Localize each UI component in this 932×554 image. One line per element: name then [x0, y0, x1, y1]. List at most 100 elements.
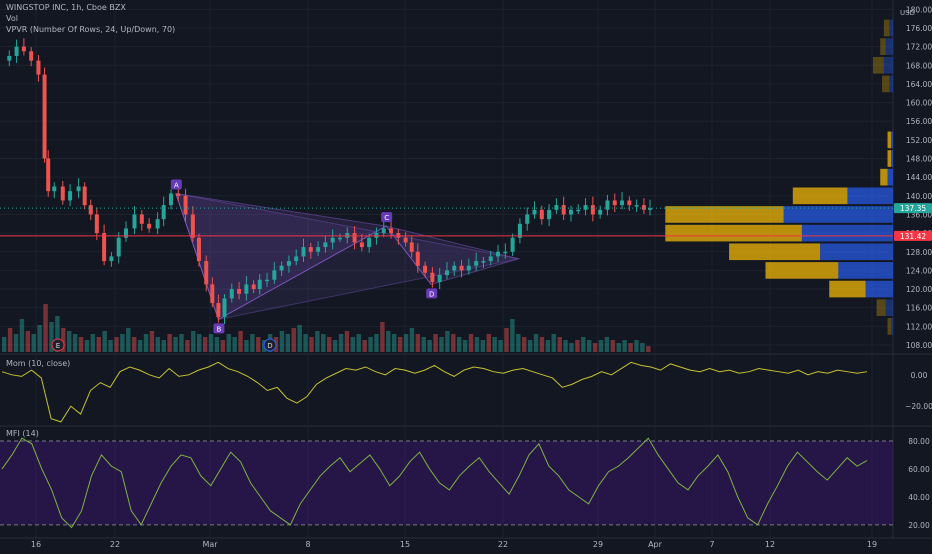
vpvr-row-down	[876, 299, 886, 317]
vpvr-row-down	[665, 206, 784, 223]
candle-body	[94, 214, 99, 234]
candle-body	[466, 265, 471, 271]
legend-vpvr: VPVR (Number Of Rows, 24, Up/Down, 70)	[6, 25, 175, 34]
volume-bar	[297, 325, 302, 352]
volume-bar	[575, 340, 580, 352]
candle-body	[14, 46, 19, 56]
candle-body	[403, 237, 408, 243]
volume-bar	[197, 334, 202, 352]
vpvr-row-down	[792, 187, 848, 205]
candle-body	[204, 261, 209, 285]
candle-body	[423, 265, 428, 273]
candle-body	[612, 200, 617, 206]
volume-bar	[587, 340, 592, 352]
candle-body	[257, 279, 262, 290]
volume-bar	[13, 334, 19, 352]
volume-bar	[126, 328, 131, 352]
pattern-label: D	[429, 290, 434, 298]
candle-body	[155, 219, 160, 229]
candle-body	[409, 242, 414, 252]
volume-label: Vol	[6, 14, 18, 23]
event-marker	[51, 338, 65, 352]
vpvr-row-up	[801, 224, 893, 242]
volume-bar	[374, 334, 379, 352]
candle-body	[547, 209, 552, 220]
volume-bar	[78, 337, 84, 352]
volume-bar	[610, 340, 616, 352]
vpvr-row-up	[865, 280, 893, 298]
candle-body	[88, 205, 93, 215]
candle-body	[444, 270, 449, 276]
volume-bar	[386, 331, 391, 352]
candle-body	[251, 284, 256, 290]
candle-body	[222, 298, 227, 318]
volume-bar	[510, 319, 515, 352]
event-marker-label: D	[267, 342, 272, 350]
volume-bar	[67, 331, 72, 352]
candle-body	[229, 289, 234, 299]
candle-body	[116, 237, 121, 257]
volume-bar	[315, 331, 320, 352]
candle-body	[46, 158, 51, 192]
time-axis-tick: 15	[400, 540, 410, 549]
mfi-line	[1, 437, 868, 529]
candle-body	[415, 251, 420, 266]
candle-body	[496, 251, 501, 257]
candle-body	[430, 272, 435, 283]
volume-bar	[303, 334, 308, 352]
candle-body	[279, 265, 284, 271]
legend-volume: Vol	[6, 14, 18, 23]
volume-bar	[84, 340, 90, 352]
volume-bar	[457, 337, 462, 352]
candle-body	[561, 205, 566, 215]
candle-body	[337, 237, 342, 240]
candle-body	[176, 193, 181, 196]
event-marker-label: E	[56, 342, 60, 350]
volume-bar	[7, 328, 13, 352]
vpvr-row-up	[820, 243, 893, 261]
price-axis-tick: 108.00	[906, 341, 932, 350]
candle-body	[627, 200, 632, 206]
time-axis-tick: 22	[110, 540, 120, 549]
candle-body	[389, 228, 394, 234]
volume-bar	[155, 337, 161, 352]
vpvr-row-up	[783, 206, 893, 223]
candle-body	[60, 186, 65, 201]
momentum-axis-tick: −20.00	[905, 402, 932, 411]
volume-bar	[185, 340, 190, 352]
candle-body	[161, 205, 166, 220]
candle-body	[352, 233, 357, 243]
legend-mom: Mom (10, close)	[6, 359, 70, 368]
price-axis-tick: 152.00	[906, 136, 932, 145]
vpvr-row-down	[829, 280, 866, 298]
pattern-label: A	[174, 181, 179, 189]
candle-body	[76, 186, 81, 192]
symbol-title: WINGSTOP INC, 1h, Cboe BZX	[6, 3, 126, 12]
vpvr-row-up	[847, 187, 893, 205]
momentum-axis-tick: 0.00	[911, 371, 928, 380]
volume-bar	[480, 340, 486, 352]
currency-label: USD	[900, 9, 915, 17]
volume-bar	[616, 343, 621, 352]
candle-body	[452, 265, 457, 271]
vpvr-row-down	[887, 131, 892, 149]
volume-bar	[25, 331, 31, 352]
price-axis-tick: 136.00	[906, 210, 932, 219]
volume-bar	[527, 340, 533, 352]
volume-bar	[114, 337, 119, 352]
candle-body	[147, 223, 152, 229]
volume-bar	[421, 337, 426, 352]
candle-body	[52, 186, 57, 192]
vpvr-row-down	[883, 19, 890, 37]
volume-bar	[492, 337, 497, 352]
volume-bar	[191, 331, 196, 352]
volume-bar	[415, 334, 421, 352]
volume-bar	[143, 334, 149, 352]
volume-bar	[19, 319, 25, 352]
volume-bar	[539, 337, 545, 352]
volume-bar	[291, 328, 296, 352]
volume-bar	[380, 322, 385, 352]
volume-bar	[462, 340, 468, 352]
